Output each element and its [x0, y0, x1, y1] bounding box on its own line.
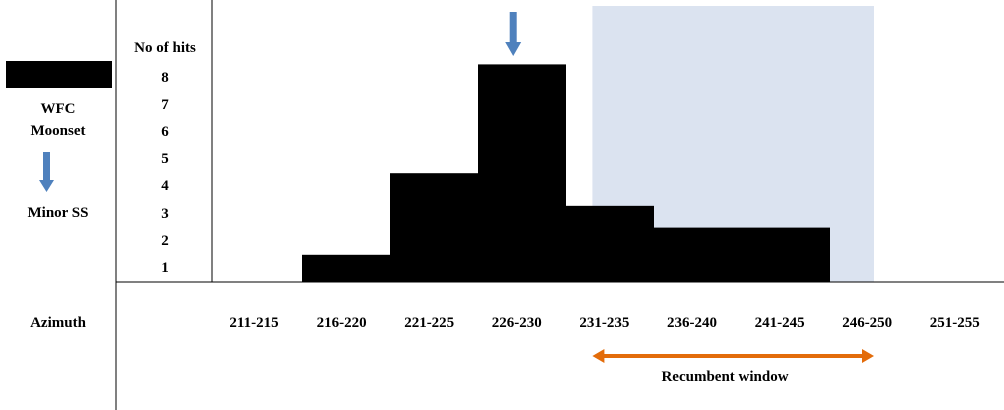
marker-arrow-icon — [505, 12, 522, 56]
bar-226-230 — [478, 64, 566, 283]
x-tick-221-225: 221-225 — [404, 315, 455, 331]
x-tick-216-220: 216-220 — [316, 315, 367, 331]
y-axis-label: No of hits — [134, 40, 196, 56]
x-tick-246-250: 246-250 — [842, 315, 893, 331]
bars-group — [302, 64, 830, 283]
y-tick-7: 7 — [161, 96, 169, 113]
bar-236-245 — [654, 227, 830, 282]
moonset-label: Moonset — [30, 123, 86, 139]
window-double-arrow-icon — [592, 349, 874, 363]
azimuth-label: Azimuth — [30, 315, 86, 331]
x-tick-241-245: 241-245 — [754, 315, 805, 331]
x-tick-231-235: 231-235 — [579, 315, 630, 331]
y-tick-6: 6 — [161, 123, 169, 140]
y-tick-8: 8 — [161, 69, 169, 86]
minor-ss-label: Minor SS — [27, 205, 89, 221]
bar-231-235 — [566, 205, 654, 282]
y-tick-1: 1 — [161, 259, 169, 276]
wfc-label: WFC — [40, 101, 76, 117]
recumbent-window-label: Recumbent window — [661, 369, 789, 385]
legend-black-swatch — [6, 61, 112, 88]
down-arrow-icon — [39, 152, 54, 192]
y-tick-3: 3 — [161, 205, 169, 222]
y-tick-5: 5 — [161, 151, 169, 168]
x-tick-236-240: 236-240 — [667, 315, 717, 331]
bar-221-225 — [390, 173, 478, 282]
x-tick-211-215: 211-215 — [229, 315, 279, 331]
bar-216-220 — [302, 254, 390, 282]
x-tick-226-230: 226-230 — [491, 315, 542, 331]
y-tick-4: 4 — [161, 178, 169, 195]
y-tick-2: 2 — [161, 232, 169, 249]
x-tick-251-255: 251-255 — [929, 315, 980, 331]
